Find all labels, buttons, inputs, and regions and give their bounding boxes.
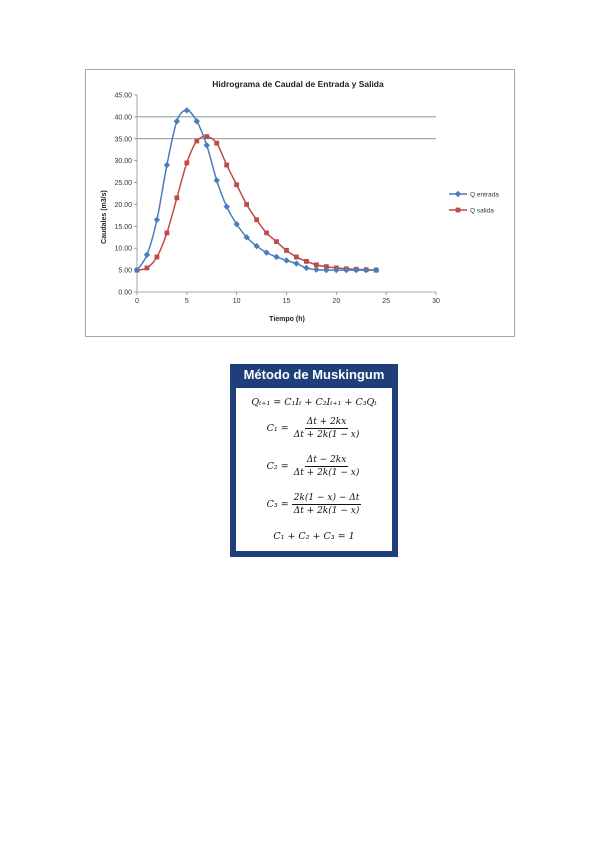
outflow-data-point (214, 140, 220, 146)
inflow-data-point (243, 234, 250, 241)
y-tick-label: 30.00 (114, 158, 132, 165)
outflow-data-point (234, 182, 240, 188)
inflow-data-point (313, 266, 320, 273)
outflow-data-point (284, 248, 289, 253)
outflow-equation: Qₜ₊₁ = C₁Iₜ + C₂Iₜ₊₁ + C₃Qₜ (251, 397, 377, 408)
x-tick-label: 25 (382, 298, 390, 305)
c2-equation: C₂ = Δt − 2kx Δt + 2k(1 − x) (236, 455, 392, 478)
outflow-data-point (204, 134, 210, 139)
outflow-series-line (136, 135, 377, 271)
outflow-data-point (274, 239, 279, 245)
legend-inflow-label: Q entrada (470, 192, 499, 199)
inflow-data-point (163, 161, 171, 169)
inflow-data-point (183, 107, 191, 114)
chart-title: Hidrograma de Caudal de Entrada y Salida (212, 79, 384, 89)
c3-lhs: C₃ = (266, 499, 289, 510)
y-tick-label: 25.00 (114, 180, 132, 187)
y-tick-label: 10.00 (114, 246, 132, 253)
x-tick-label: 10 (233, 298, 241, 305)
outflow-data-point (154, 254, 160, 260)
legend-outflow-marker (455, 207, 461, 213)
inflow-data-point (223, 203, 230, 210)
muskingum-equations: Qₜ₊₁ = C₁Iₜ + C₂Iₜ₊₁ + C₃Qₜ C₁ = Δt + 2k… (236, 388, 392, 551)
outflow-data-point (184, 160, 190, 166)
outflow-data-point (314, 262, 319, 268)
y-tick-label: 0.00 (118, 290, 132, 297)
c2-fraction: Δt − 2kx Δt + 2k(1 − x) (292, 455, 362, 478)
outflow-data-point (323, 264, 329, 270)
inflow-data-point (273, 253, 280, 261)
c2-numerator: Δt − 2kx (304, 455, 349, 467)
outflow-data-point (194, 138, 200, 144)
inflow-data-point (303, 264, 310, 272)
hydrograph-svg: 0.00 5.00 10.00 15.00 20.00 25.00 30.00 35.00 40… (101, 79, 499, 323)
c3-numerator: 2k(1 − x) − Δt (291, 493, 362, 505)
muskingum-title: Método de Muskingum (243, 367, 385, 382)
outflow-data-point (254, 217, 259, 223)
inflow-data-point (203, 142, 210, 149)
x-tick-label: 0 (135, 298, 139, 305)
inflow-data-point (293, 260, 300, 267)
inflow-data-point (333, 266, 340, 274)
c3-denominator: Δt + 2k(1 − x) (293, 506, 360, 516)
x-tick-label: 5 (185, 298, 189, 305)
outflow-data-point (244, 202, 250, 207)
outflow-data-point (304, 258, 309, 264)
inflow-data-point (193, 118, 200, 125)
outflow-data-point (144, 265, 150, 271)
inflow-data-point (263, 249, 270, 256)
x-tick-label: 30 (432, 298, 440, 305)
c2-lhs: C₂ = (266, 461, 289, 472)
outflow-data-point (164, 230, 170, 236)
inflow-data-point (143, 251, 151, 258)
y-tick-label: 20.00 (114, 202, 132, 209)
outflow-data-point (294, 254, 299, 260)
x-axis-label: Tiempo (h) (269, 316, 305, 323)
y-axis-label: Caudales (m3/s) (101, 190, 108, 244)
y-tick-label: 40.00 (114, 114, 132, 121)
inflow-data-point (173, 118, 181, 125)
muskingum-panel: Método de Muskingum Qₜ₊₁ = C₁Iₜ + C₂Iₜ₊₁… (230, 364, 398, 557)
inflow-data-point (213, 177, 220, 184)
c2-denominator: Δt + 2k(1 − x) (293, 468, 360, 478)
y-tick-label: 15.00 (114, 224, 132, 231)
y-tick-label: 45.00 (114, 93, 132, 100)
c1-fraction: Δt + 2kx Δt + 2k(1 − x) (292, 417, 362, 440)
c1-equation: C₁ = Δt + 2kx Δt + 2k(1 − x) (236, 417, 392, 440)
c3-fraction: 2k(1 − x) − Δt Δt + 2k(1 − x) (291, 493, 362, 516)
y-tick-label: 5.00 (118, 268, 132, 275)
hydrograph-chart: 0.00 5.00 10.00 15.00 20.00 25.00 30.00 35.00 40… (85, 69, 515, 337)
c1-numerator: Δt + 2kx (304, 417, 349, 429)
outflow-data-point (224, 162, 230, 168)
coefficient-sum-equation: C₁ + C₂ + C₃ = 1 (273, 531, 355, 542)
inflow-data-point (283, 257, 290, 264)
x-tick-label: 15 (283, 298, 291, 305)
inflow-data-point (233, 220, 240, 228)
outflow-data-point (264, 230, 269, 236)
c1-denominator: Δt + 2k(1 − x) (293, 430, 360, 440)
y-tick-label: 35.00 (114, 136, 132, 143)
inflow-data-point (253, 242, 260, 250)
c3-equation: C₃ = 2k(1 − x) − Δt Δt + 2k(1 − x) (236, 493, 392, 516)
legend-inflow-marker (454, 190, 462, 198)
outflow-data-point (174, 195, 180, 201)
c1-lhs: C₁ = (266, 423, 289, 434)
legend-outflow-label: Q salida (470, 208, 494, 215)
x-tick-label: 20 (332, 298, 340, 305)
inflow-data-point (153, 216, 161, 223)
